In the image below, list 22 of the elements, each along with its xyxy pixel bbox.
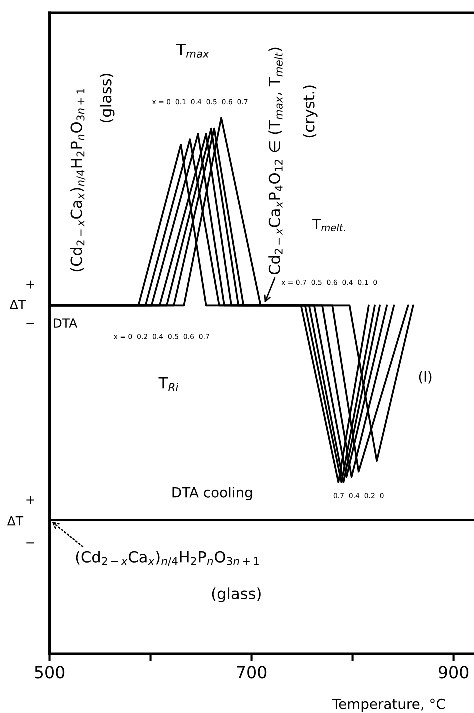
annotation: (cryst.): [302, 86, 318, 138]
x-tick-label: 900: [438, 666, 469, 679]
annotation: (l): [419, 371, 432, 384]
annotation: T$_{Ri}$: [158, 378, 179, 392]
text: −: [26, 323, 34, 324]
text: (Cd$_{2−x}$Ca$_{x}$)$_{n/4}$H$_{2}$P$_{n}$O$_{3n+1}$: [76, 551, 259, 566]
x-axis-title: Temperature, °C: [332, 698, 446, 712]
annotation: (glass): [100, 74, 115, 123]
text: −: [26, 542, 34, 544]
annotation: DTA: [54, 318, 78, 328]
text: (Cd$_{2−x}$Ca$_{x}$)$_{n/4}$H$_{2}$P$_{n}$O$_{3n+1}$: [70, 89, 86, 272]
annotation: (glass): [212, 588, 261, 602]
text: +: [26, 280, 34, 289]
text: ΔT: [7, 516, 24, 526]
text: +: [26, 496, 34, 504]
annotation: T$_{melt.}$: [312, 218, 346, 232]
text: Cd$_{2−x}$Ca$_{x}$P$_{4}$O$_{12}$ ∈ (T$_{max}$, T$_{melt}$): [268, 48, 283, 275]
x-tick-label: 700: [237, 666, 267, 679]
text: T$_{max}$: [176, 44, 210, 58]
x-tick-label: 500: [35, 666, 65, 679]
annotation: DTA cooling: [172, 487, 252, 501]
y-axis-title: ΔT: [10, 300, 26, 310]
